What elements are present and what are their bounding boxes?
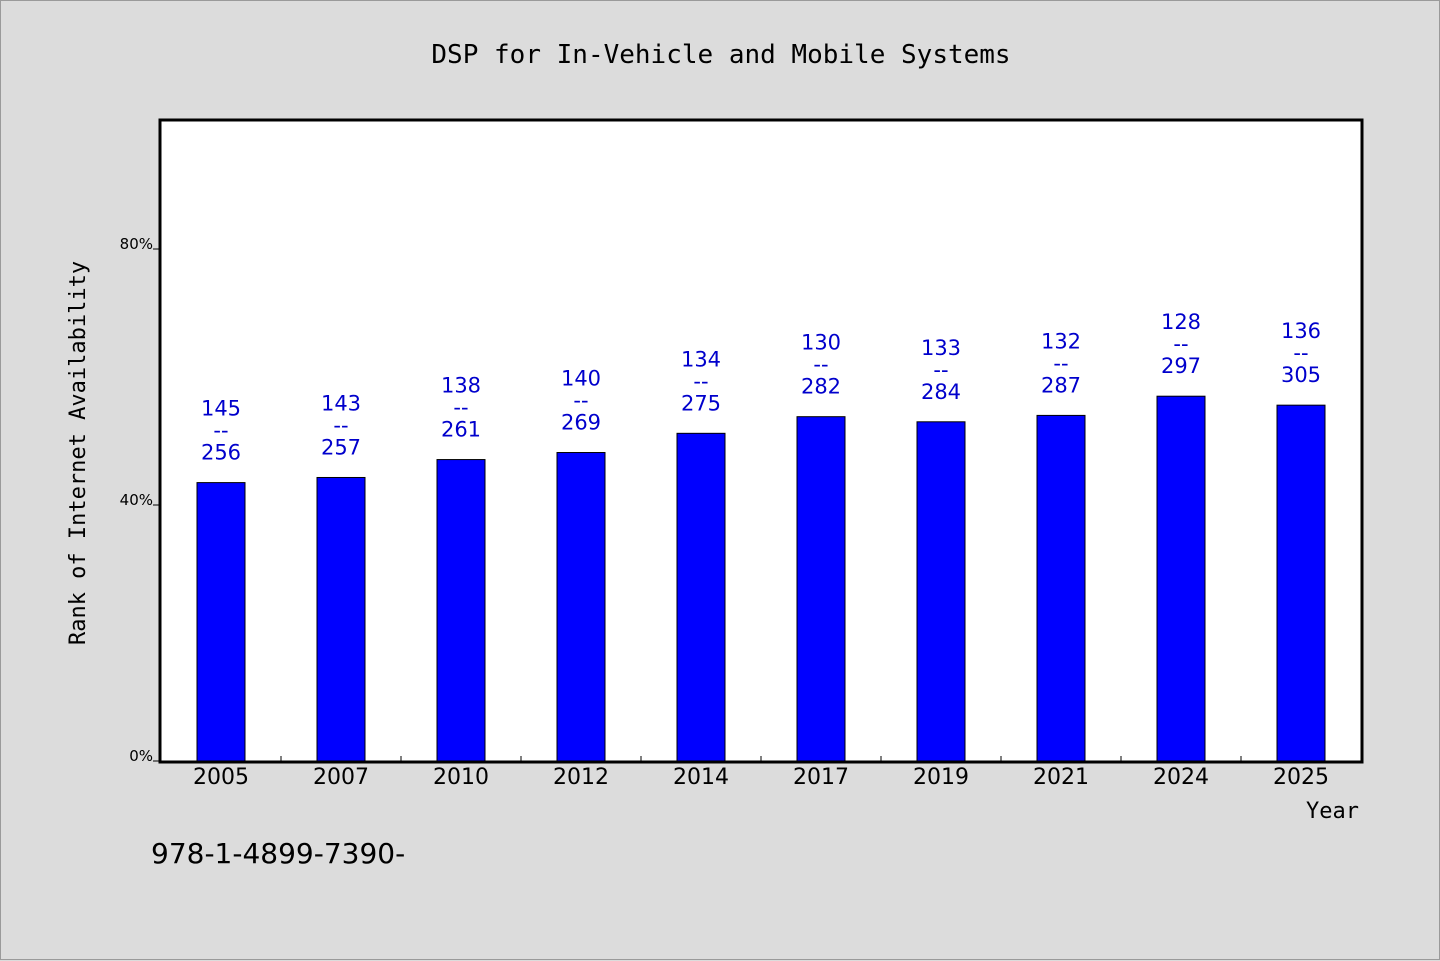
x-tick-label-2025: 2025 xyxy=(1273,765,1329,790)
data-label-rank-2024: 128 xyxy=(1161,310,1201,334)
data-label-rank-2005: 145 xyxy=(201,397,241,421)
x-tick-label-2012: 2012 xyxy=(553,765,609,790)
data-label-rank-2010: 138 xyxy=(441,374,481,398)
chart-title: DSP for In-Vehicle and Mobile Systems xyxy=(431,40,1010,70)
y-tick-label-80: 80% xyxy=(120,235,153,253)
data-label-total-2005: 256 xyxy=(201,441,241,465)
data-label-rank-2017: 130 xyxy=(801,331,841,355)
data-label-separator-2005: -- xyxy=(213,419,228,443)
data-label-total-2007: 257 xyxy=(321,435,361,459)
data-label-separator-2010: -- xyxy=(453,396,468,420)
data-label-total-2021: 287 xyxy=(1041,373,1081,397)
footer-isbn: 978-1-4899-7390- xyxy=(151,837,405,870)
x-tick-label-2014: 2014 xyxy=(673,765,729,790)
data-label-separator-2021: -- xyxy=(1053,351,1068,375)
data-label-total-2012: 269 xyxy=(561,411,601,435)
y-tick-label-0: 0% xyxy=(129,747,153,765)
y-tick-label-40: 40% xyxy=(120,491,153,509)
x-tick-label-2010: 2010 xyxy=(433,765,489,790)
data-label-rank-2007: 143 xyxy=(321,391,361,415)
bar-2012 xyxy=(556,452,606,762)
data-label-total-2010: 261 xyxy=(441,418,481,442)
data-labels-group: 145--256143--257138--261140--269134--275… xyxy=(201,310,1321,464)
bar-2007 xyxy=(316,476,366,762)
data-label-separator-2019: -- xyxy=(933,358,948,382)
x-tick-label-2021: 2021 xyxy=(1033,765,1089,790)
x-tick-label-2019: 2019 xyxy=(913,765,969,790)
bar-2019 xyxy=(916,421,966,762)
data-label-total-2014: 275 xyxy=(681,391,721,415)
x-axis-label: Year xyxy=(1306,799,1359,824)
data-label-rank-2025: 136 xyxy=(1281,319,1321,343)
bar-2021 xyxy=(1036,414,1086,762)
data-label-rank-2012: 140 xyxy=(561,367,601,391)
data-label-rank-2019: 133 xyxy=(921,336,961,360)
bar-2025 xyxy=(1276,404,1326,762)
y-axis-ticks: 0% 40% 80% xyxy=(120,235,161,765)
x-axis-ticks: 2005 2007 2010 2012 2014 2017 2019 2021 2024 2025 xyxy=(193,756,1329,790)
data-label-separator-2012: -- xyxy=(573,389,588,413)
bar-2024 xyxy=(1156,395,1206,762)
data-label-total-2017: 282 xyxy=(801,375,841,399)
data-label-total-2019: 284 xyxy=(921,380,961,404)
x-tick-label-2007: 2007 xyxy=(313,765,369,790)
y-axis-label: Rank of Internet Availability xyxy=(66,261,91,645)
data-label-rank-2021: 132 xyxy=(1041,329,1081,353)
bar-2017 xyxy=(796,416,846,762)
data-label-separator-2025: -- xyxy=(1293,341,1308,365)
bar-2014 xyxy=(676,432,726,762)
data-label-rank-2014: 134 xyxy=(681,347,721,371)
data-label-total-2024: 297 xyxy=(1161,354,1201,378)
bars-group xyxy=(196,395,1326,762)
data-label-separator-2014: -- xyxy=(693,369,708,393)
data-label-separator-2024: -- xyxy=(1173,332,1188,356)
data-label-total-2025: 305 xyxy=(1281,363,1321,387)
x-tick-label-2024: 2024 xyxy=(1153,765,1209,790)
x-tick-label-2017: 2017 xyxy=(793,765,849,790)
data-label-separator-2017: -- xyxy=(813,353,828,377)
bar-2010 xyxy=(436,459,486,762)
data-label-separator-2007: -- xyxy=(333,413,348,437)
x-tick-label-2005: 2005 xyxy=(193,765,249,790)
bar-2005 xyxy=(196,482,246,762)
